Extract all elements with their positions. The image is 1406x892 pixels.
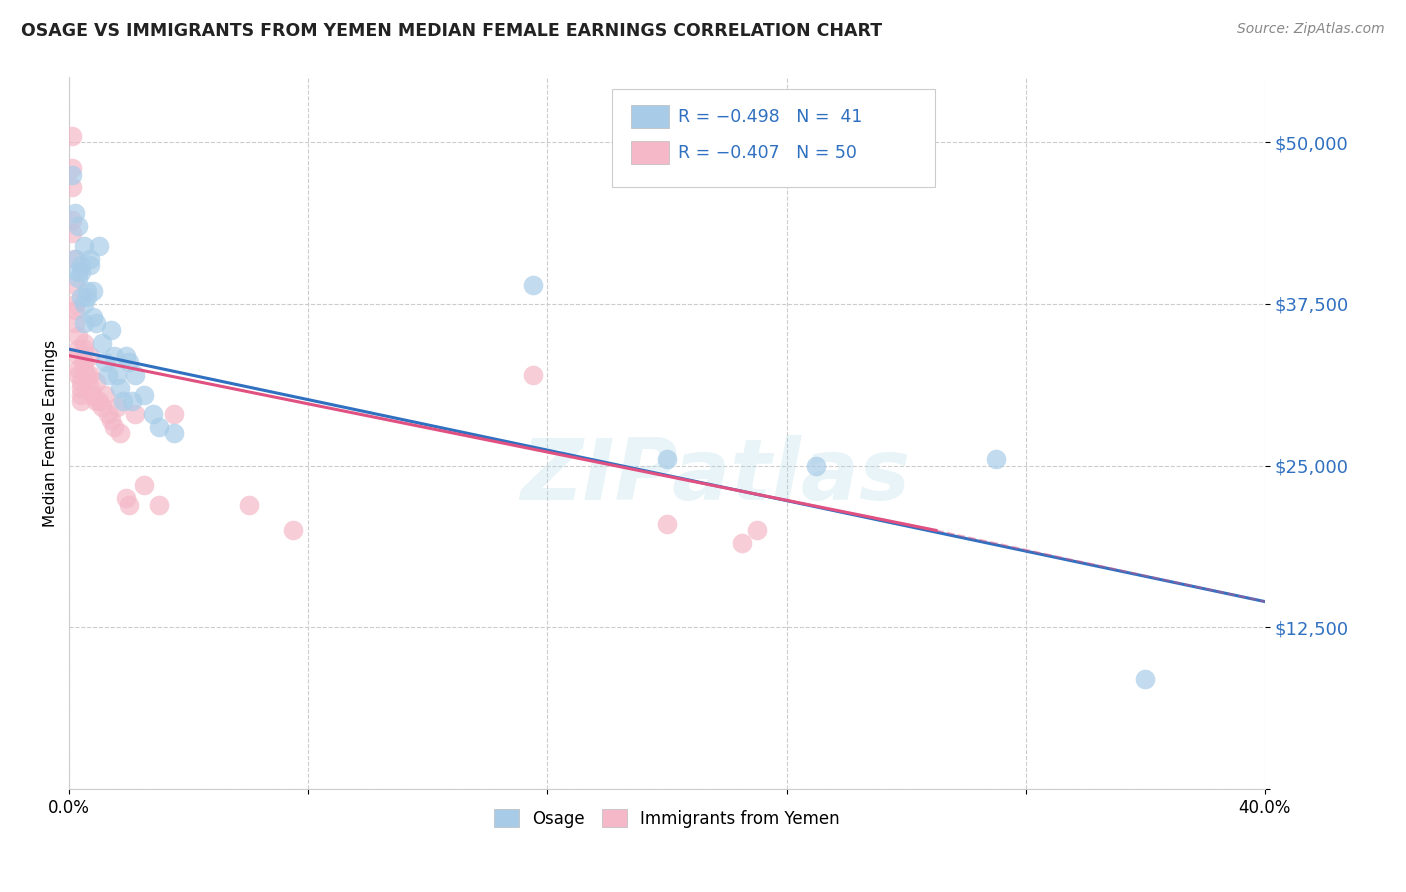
Point [63, 206, 86, 220]
Point [82, 310, 104, 324]
Point [84, 316, 107, 330]
Point [70, 387, 93, 401]
Point [142, 407, 165, 421]
Point [79, 381, 101, 395]
Point [91, 335, 114, 350]
Point [63, 316, 86, 330]
Point [79, 258, 101, 272]
Point [148, 498, 170, 512]
Point [118, 355, 141, 369]
Point [73, 335, 96, 350]
Point [124, 407, 146, 421]
Point [73, 361, 96, 376]
Point [70, 381, 93, 395]
Point [655, 452, 678, 467]
Point [94, 355, 117, 369]
Text: OSAGE VS IMMIGRANTS FROM YEMEN MEDIAN FEMALE EARNINGS CORRELATION CHART: OSAGE VS IMMIGRANTS FROM YEMEN MEDIAN FE… [21, 22, 882, 40]
Text: ZIPatlas: ZIPatlas [520, 434, 910, 517]
Point [84, 394, 107, 409]
Point [60, 180, 83, 194]
Point [60, 161, 83, 175]
Point [67, 361, 90, 376]
Point [100, 413, 122, 427]
Point [108, 426, 131, 441]
Point [84, 375, 107, 389]
Point [60, 226, 83, 240]
Point [76, 284, 98, 298]
Point [79, 252, 101, 266]
Point [132, 387, 155, 401]
Point [97, 407, 120, 421]
Point [97, 368, 120, 383]
Point [163, 407, 186, 421]
Point [67, 271, 90, 285]
Point [67, 329, 90, 343]
Point [100, 323, 122, 337]
Point [70, 290, 93, 304]
Point [67, 342, 90, 356]
Point [103, 349, 125, 363]
Point [79, 349, 101, 363]
Point [115, 491, 138, 505]
Point [67, 349, 90, 363]
Point [70, 394, 93, 409]
Point [76, 368, 98, 383]
Point [73, 316, 96, 330]
Point [60, 168, 83, 182]
Point [148, 420, 170, 434]
Point [121, 394, 143, 409]
Point [73, 355, 96, 369]
Point [731, 536, 754, 550]
Point [76, 290, 98, 304]
Point [79, 368, 101, 383]
Point [238, 498, 260, 512]
Point [63, 303, 86, 318]
Legend: Osage, Immigrants from Yemen: Osage, Immigrants from Yemen [488, 803, 846, 834]
Point [112, 394, 135, 409]
Point [105, 401, 128, 415]
Text: R = −0.498   N =  41: R = −0.498 N = 41 [678, 108, 862, 126]
Point [67, 368, 90, 383]
Point [118, 498, 141, 512]
Point [91, 401, 114, 415]
Point [94, 387, 117, 401]
Point [163, 426, 186, 441]
Point [73, 342, 96, 356]
Text: Source: ZipAtlas.com: Source: ZipAtlas.com [1237, 22, 1385, 37]
Point [124, 368, 146, 383]
Point [73, 297, 96, 311]
Point [806, 458, 828, 473]
Point [522, 277, 544, 292]
Point [103, 420, 125, 434]
Point [655, 516, 678, 531]
Point [87, 394, 110, 409]
Point [105, 368, 128, 383]
Point [745, 524, 768, 538]
Point [132, 478, 155, 492]
Point [70, 264, 93, 278]
Point [283, 524, 305, 538]
Point [1135, 672, 1157, 686]
Point [63, 252, 86, 266]
Point [63, 277, 86, 292]
Point [70, 375, 93, 389]
Y-axis label: Median Female Earnings: Median Female Earnings [44, 340, 58, 527]
Point [67, 219, 90, 234]
Point [73, 238, 96, 252]
Point [522, 368, 544, 383]
Text: R = −0.407   N = 50: R = −0.407 N = 50 [678, 144, 856, 161]
Point [82, 284, 104, 298]
Point [63, 252, 86, 266]
Point [63, 297, 86, 311]
Point [984, 452, 1007, 467]
Point [108, 381, 131, 395]
Point [60, 212, 83, 227]
Point [115, 349, 138, 363]
Point [67, 264, 90, 278]
Point [60, 128, 83, 143]
Point [82, 387, 104, 401]
Point [70, 258, 93, 272]
Point [87, 238, 110, 252]
